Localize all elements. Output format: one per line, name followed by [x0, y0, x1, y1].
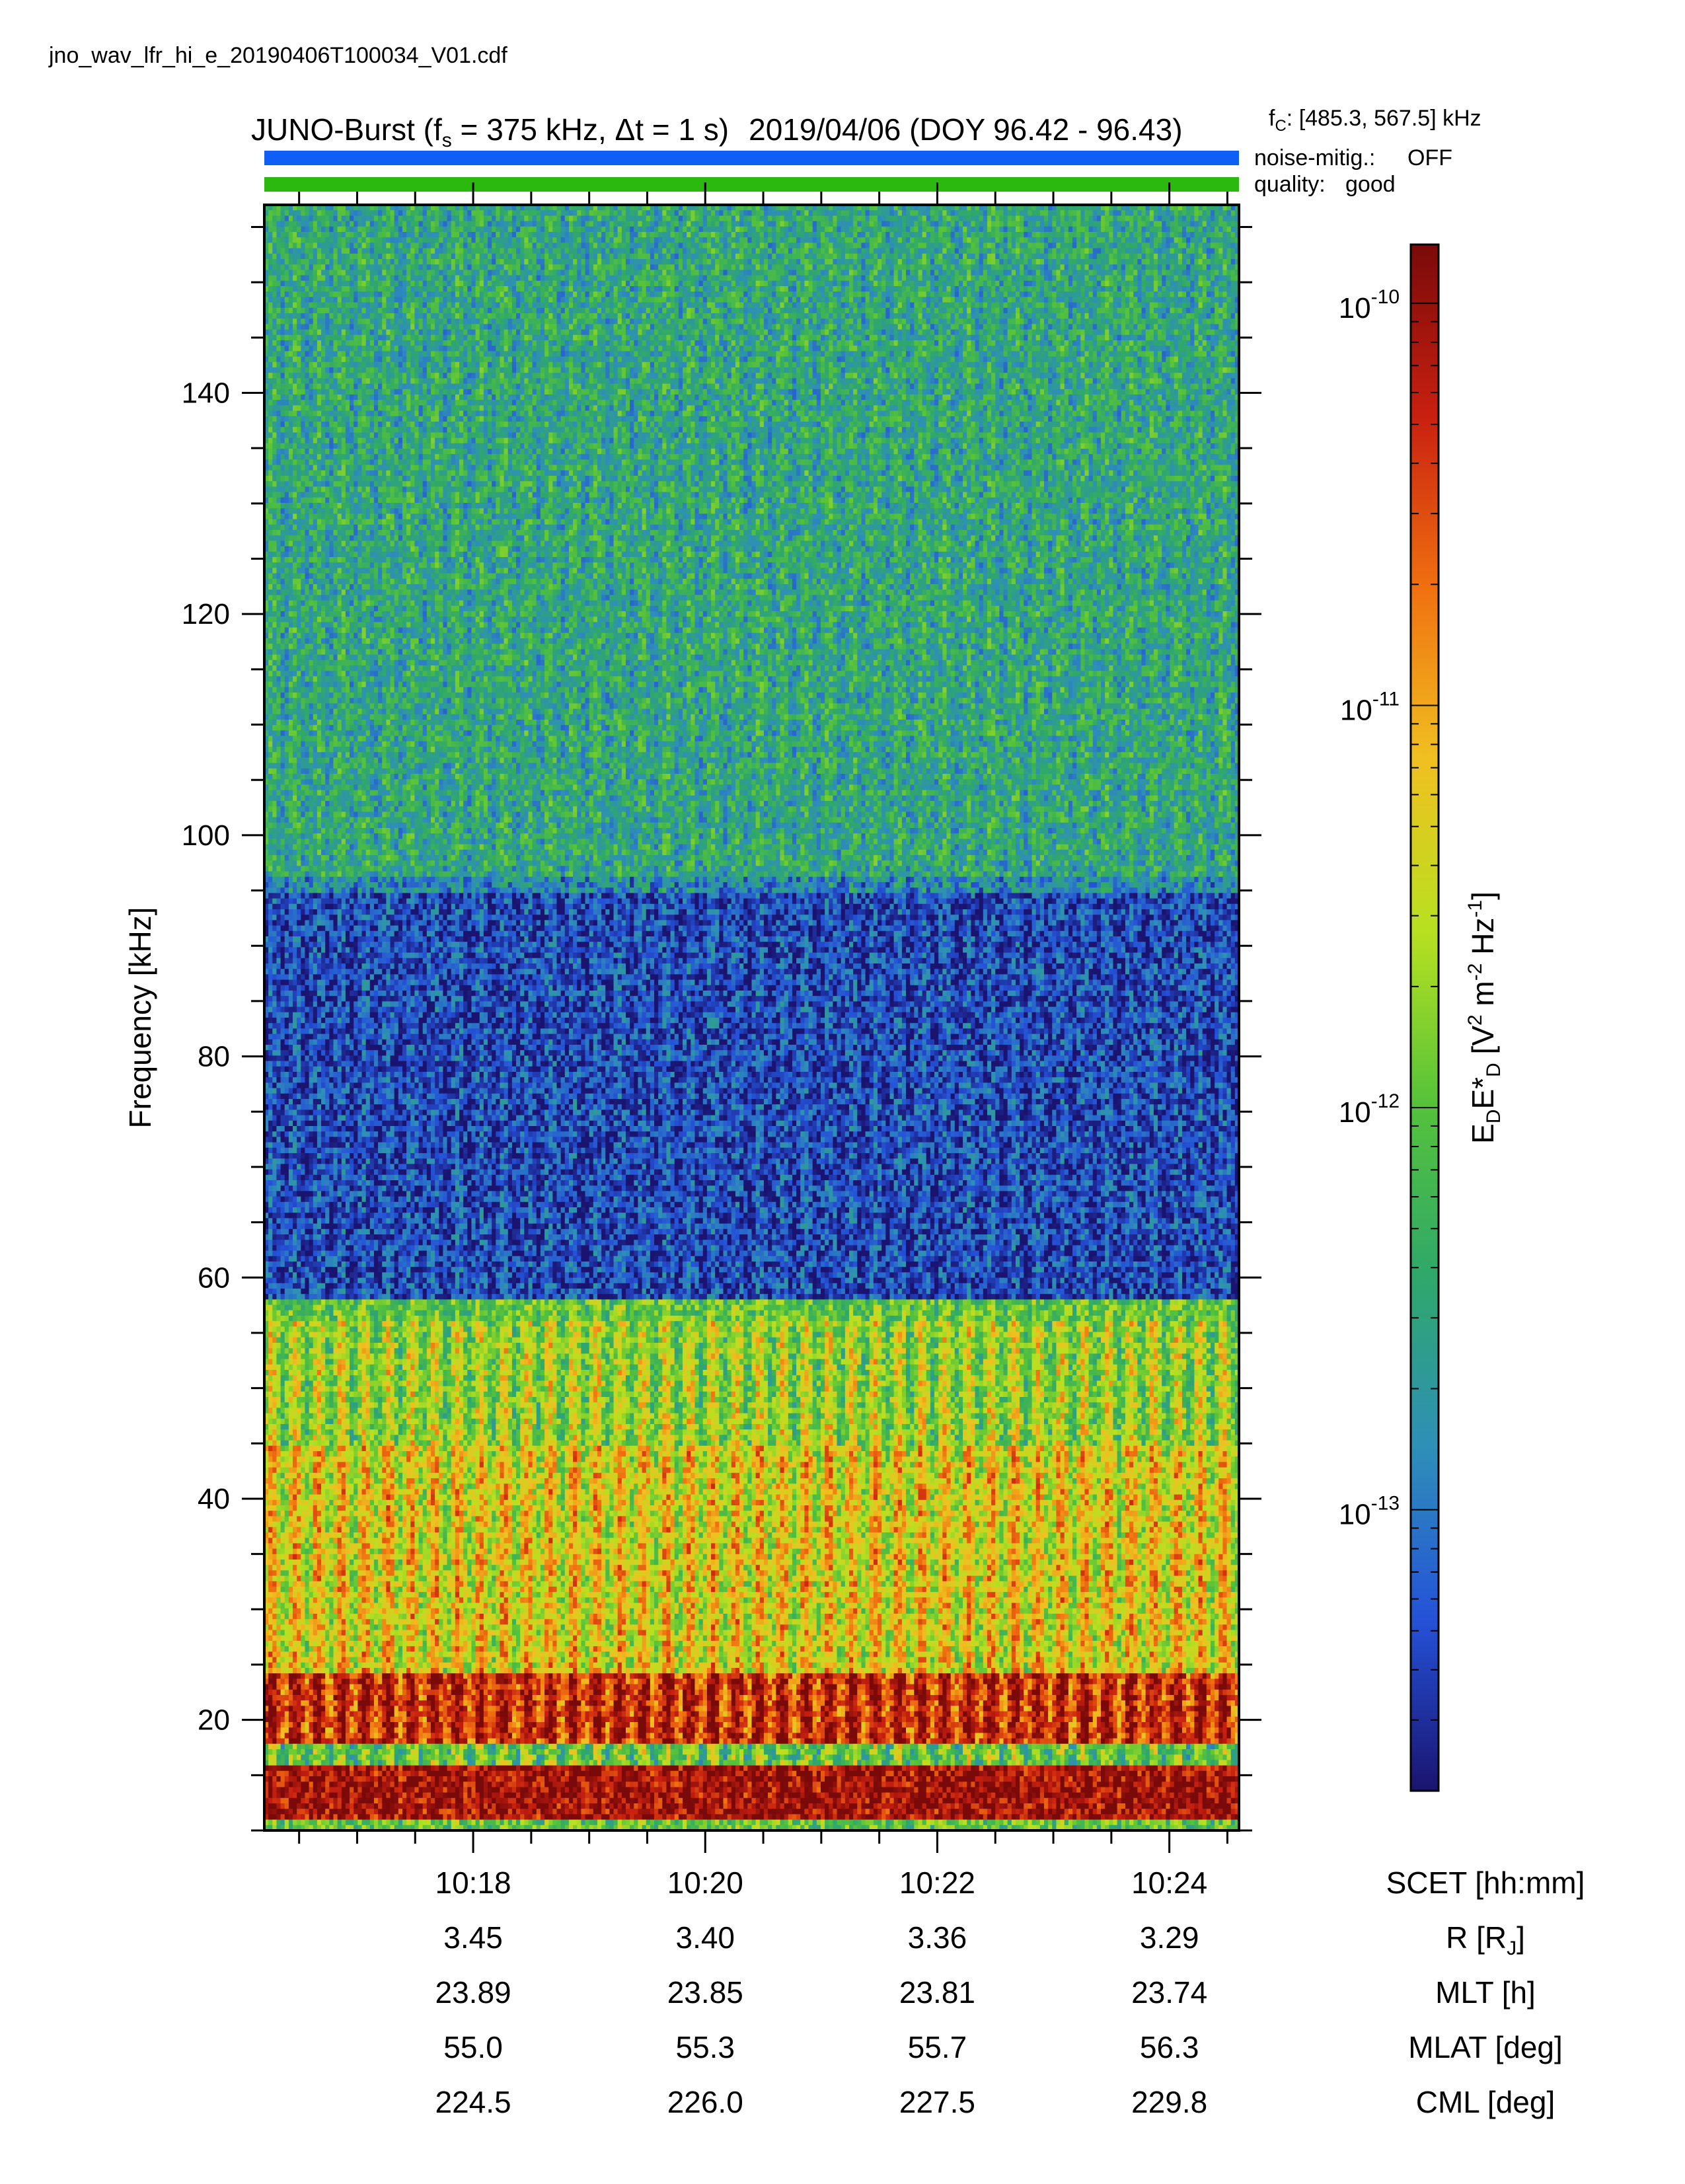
ephemeris-value: 23.89 — [435, 1975, 511, 2010]
ephemeris-value: 3.45 — [443, 1920, 503, 1955]
ephemeris-value: 23.85 — [667, 1975, 743, 2010]
y-tick-label: 40 — [198, 1483, 230, 1515]
ephemeris-value: 227.5 — [899, 2085, 975, 2119]
ephemeris-value: 55.7 — [908, 2030, 967, 2064]
ephemeris-value: 23.74 — [1131, 1975, 1207, 2010]
scet-label: SCET [hh:mm] — [1386, 1865, 1585, 1900]
x-tick-label: 10:22 — [899, 1865, 975, 1900]
colorbar — [1411, 245, 1439, 1791]
ephemeris-row-label: CML [deg] — [1416, 2085, 1555, 2119]
ephemeris-value: 224.5 — [435, 2085, 511, 2119]
noise-mitigation-bar — [264, 151, 1239, 165]
chart-title: JUNO-Burst (fs = 375 kHz, Δt = 1 s)2019/… — [251, 112, 1183, 151]
ephemeris-value: 56.3 — [1140, 2030, 1199, 2064]
x-tick-label: 10:20 — [667, 1865, 743, 1900]
y-tick-label: 20 — [198, 1704, 230, 1737]
quality-value: good — [1345, 172, 1396, 197]
x-tick-label: 10:18 — [435, 1865, 511, 1900]
ephemeris-table: 10:18 10:20 10:22 10:24 3.45 3.40 3.36 3.29 R [R… — [435, 1865, 1563, 2119]
x-tick-label: 10:24 — [1131, 1865, 1207, 1900]
colorbar-tick-label: 10-12 — [1339, 1090, 1400, 1129]
y-tick-label: 80 — [198, 1041, 230, 1073]
colorbar-tick-label: 10-11 — [1340, 688, 1400, 726]
quality-bar — [264, 177, 1239, 192]
y-tick-label: 120 — [182, 598, 230, 630]
colorbar-tick-label: 10-10 — [1339, 286, 1400, 324]
y-tick-label: 140 — [182, 377, 230, 409]
spectrogram-image — [264, 205, 1240, 1831]
ephemeris-value: 229.8 — [1131, 2085, 1207, 2119]
ephemeris-value: 3.29 — [1140, 1920, 1199, 1955]
filename-label: jno_wav_lfr_hi_e_20190406T100034_V01.cdf — [48, 43, 507, 68]
quality-label: quality: — [1254, 172, 1326, 197]
colorbar-label: EDE*D [V2 m-2 Hz-1] — [1464, 891, 1505, 1144]
noise-mitig-value: OFF — [1407, 145, 1452, 170]
ephemeris-value: 3.36 — [908, 1920, 967, 1955]
ephemeris-value: 226.0 — [667, 2085, 743, 2119]
ephemeris-row-label: R [RJ] — [1446, 1920, 1525, 1959]
colorbar-tick-label: 10-13 — [1339, 1493, 1400, 1531]
ephemeris-row-label: MLAT [deg] — [1408, 2030, 1563, 2064]
ephemeris-value: 55.0 — [443, 2030, 503, 2064]
y-tick-label: 100 — [182, 819, 230, 852]
y-axis-label: Frequency [kHz] — [123, 907, 157, 1129]
noise-mitig-label: noise-mitig.: — [1254, 145, 1375, 170]
ephemeris-value: 23.81 — [899, 1975, 975, 2010]
fc-label: fC: [485.3, 567.5] kHz — [1269, 106, 1481, 135]
ephemeris-row-label: MLT [h] — [1435, 1975, 1536, 2010]
ephemeris-value: 55.3 — [675, 2030, 735, 2064]
y-tick-label: 60 — [198, 1261, 230, 1294]
ephemeris-value: 3.40 — [675, 1920, 735, 1955]
